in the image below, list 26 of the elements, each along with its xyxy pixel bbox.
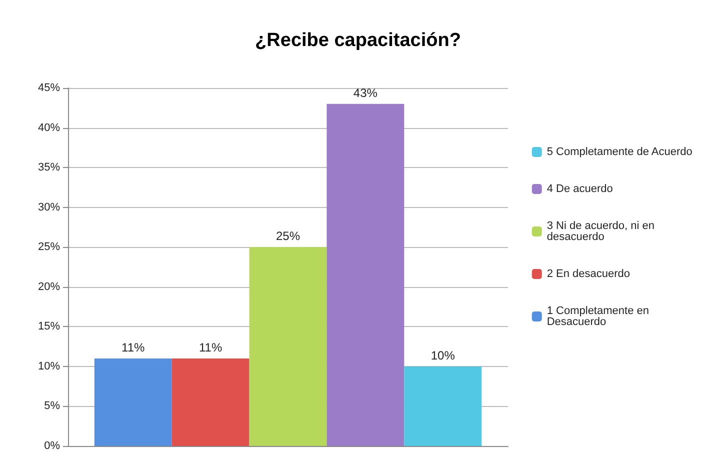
y-tick-label: 20% [38, 280, 60, 293]
y-tick-label: 10% [38, 360, 60, 372]
legend-label: 4 De acuerdo [546, 183, 613, 195]
data-label: 11% [122, 340, 146, 354]
y-tick-label: 45% [38, 82, 60, 94]
y-tick-label: 35% [38, 162, 60, 174]
y-tick-label: 5% [44, 400, 60, 412]
y-tick-label: 40% [38, 122, 60, 134]
y-tick-label: 0% [44, 440, 60, 452]
legend-label: 3 Ni de acuerdo, ni en desacuerdo [546, 220, 658, 243]
legend-label: 5 Completamente de Acuerdo [546, 146, 692, 158]
bar [404, 366, 482, 446]
y-tick-label: 25% [38, 241, 60, 254]
y-tick-label: 30% [38, 201, 60, 214]
legend-label: 1 Completamente en Desacuerdo [546, 305, 652, 328]
data-label: 43% [353, 86, 378, 100]
legend-label: 2 En desacuerdo [546, 268, 630, 280]
y-tick-label: 15% [38, 320, 60, 333]
data-label: 10% [430, 348, 456, 362]
chart-title: ¿Recibe capacitación? [255, 30, 461, 51]
bar [326, 104, 404, 446]
bar [249, 247, 327, 446]
data-label: 25% [276, 229, 300, 244]
bar [94, 358, 172, 446]
bar [172, 358, 250, 446]
data-label: 11% [198, 340, 222, 354]
